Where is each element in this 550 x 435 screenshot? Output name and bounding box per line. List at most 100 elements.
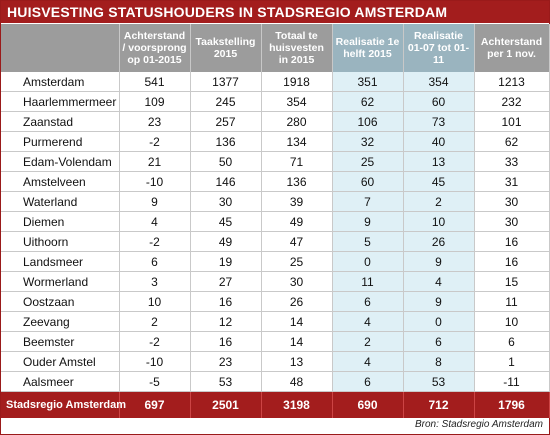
municipality-name: Aalsmeer bbox=[1, 371, 120, 392]
table-cell: 27 bbox=[190, 271, 262, 292]
municipality-name: Amstelveen bbox=[1, 171, 120, 192]
table-cell: 45 bbox=[403, 171, 475, 192]
table-cell: -10 bbox=[119, 351, 191, 372]
table-cell: 40 bbox=[403, 131, 475, 152]
table-cell: 6 bbox=[119, 251, 191, 272]
municipality-name: Landsmeer bbox=[1, 251, 120, 272]
table-cell: 71 bbox=[261, 151, 333, 172]
municipality-name: Beemster bbox=[1, 331, 120, 352]
table-cell: 73 bbox=[403, 111, 475, 132]
municipality-name: Uithoorn bbox=[1, 231, 120, 252]
table-cell: -10 bbox=[119, 171, 191, 192]
table-cell: -2 bbox=[119, 331, 191, 352]
table-cell: 6 bbox=[332, 291, 404, 312]
table-cell: 60 bbox=[332, 171, 404, 192]
table-cell: 23 bbox=[190, 351, 262, 372]
municipality-name: Amsterdam bbox=[1, 72, 120, 92]
table-cell: 101 bbox=[474, 111, 550, 132]
table-cell: 10 bbox=[119, 291, 191, 312]
table-cell: 8 bbox=[403, 351, 475, 372]
table-cell: 4 bbox=[119, 211, 191, 232]
table-cell: 6 bbox=[403, 331, 475, 352]
table-cell: 6 bbox=[474, 331, 550, 352]
total-cell: 1796 bbox=[474, 391, 550, 418]
municipality-name: Edam-Volendam bbox=[1, 151, 120, 172]
table-row: Uithoorn -2 49 47 5 26 16 bbox=[1, 231, 550, 252]
municipality-name: Ouder Amstel bbox=[1, 351, 120, 372]
table-cell: 257 bbox=[190, 111, 262, 132]
table-cell: 13 bbox=[261, 351, 333, 372]
header-achterstand-jan: Achterstand / voorsprong op 01-2015 bbox=[119, 24, 191, 72]
table-cell: 232 bbox=[474, 91, 550, 112]
table-cell: 26 bbox=[261, 291, 333, 312]
table-cell: 1213 bbox=[474, 72, 550, 92]
table-cell: 2 bbox=[332, 331, 404, 352]
total-cell: 2501 bbox=[190, 391, 262, 418]
table-body: Amsterdam 541 1377 1918 351 354 1213 Haarlemmer… bbox=[1, 72, 550, 392]
header-realisatie-jul-nov: Realisatie 01-07 tot 01-11 bbox=[403, 24, 475, 72]
table-cell: 146 bbox=[190, 171, 262, 192]
table-row: Oostzaan 10 16 26 6 9 11 bbox=[1, 291, 550, 312]
table-cell: 32 bbox=[332, 131, 404, 152]
table-row: Waterland 9 30 39 7 2 30 bbox=[1, 191, 550, 212]
municipality-name: Diemen bbox=[1, 211, 120, 232]
municipality-name: Haarlemmermeer bbox=[1, 91, 120, 112]
table-cell: 60 bbox=[403, 91, 475, 112]
table-cell: -11 bbox=[474, 371, 550, 392]
table-cell: 351 bbox=[332, 72, 404, 92]
table-cell: 33 bbox=[474, 151, 550, 172]
table-cell: 136 bbox=[190, 131, 262, 152]
table-cell: 25 bbox=[332, 151, 404, 172]
table-cell: 280 bbox=[261, 111, 333, 132]
table-cell: 62 bbox=[474, 131, 550, 152]
table-row: Aalsmeer -5 53 48 6 53 -11 bbox=[1, 371, 550, 392]
table-cell: 106 bbox=[332, 111, 404, 132]
header-realisatie-1e-helft: Realisatie 1e helft 2015 bbox=[332, 24, 404, 72]
table-cell: 10 bbox=[474, 311, 550, 332]
table-cell: 11 bbox=[332, 271, 404, 292]
table-row: Diemen 4 45 49 9 10 30 bbox=[1, 211, 550, 232]
table-cell: 11 bbox=[474, 291, 550, 312]
table-cell: 109 bbox=[119, 91, 191, 112]
table-cell: 47 bbox=[261, 231, 333, 252]
municipality-name: Purmerend bbox=[1, 131, 120, 152]
total-cell: 697 bbox=[119, 391, 191, 418]
table-row: Purmerend -2 136 134 32 40 62 bbox=[1, 131, 550, 152]
table-cell: 26 bbox=[403, 231, 475, 252]
table-cell: 30 bbox=[474, 191, 550, 212]
table-cell: 2 bbox=[119, 311, 191, 332]
table-cell: 30 bbox=[190, 191, 262, 212]
table-row: Beemster -2 16 14 2 6 6 bbox=[1, 331, 550, 352]
table-cell: 0 bbox=[403, 311, 475, 332]
table-cell: 4 bbox=[332, 311, 404, 332]
table-cell: 9 bbox=[403, 291, 475, 312]
table-cell: 354 bbox=[403, 72, 475, 92]
table-cell: 4 bbox=[403, 271, 475, 292]
table-row: Landsmeer 6 19 25 0 9 16 bbox=[1, 251, 550, 272]
table-cell: 1918 bbox=[261, 72, 333, 92]
municipality-name: Zaanstad bbox=[1, 111, 120, 132]
table-cell: -2 bbox=[119, 131, 191, 152]
total-cell: 3198 bbox=[261, 391, 333, 418]
table-cell: 354 bbox=[261, 91, 333, 112]
table-row: Amstelveen -10 146 136 60 45 31 bbox=[1, 171, 550, 192]
table-cell: 0 bbox=[332, 251, 404, 272]
table-cell: 49 bbox=[261, 211, 333, 232]
table-cell: -2 bbox=[119, 231, 191, 252]
table-cell: 15 bbox=[474, 271, 550, 292]
table-cell: 39 bbox=[261, 191, 333, 212]
municipality-name: Waterland bbox=[1, 191, 120, 212]
table-cell: 9 bbox=[119, 191, 191, 212]
table-cell: 2 bbox=[403, 191, 475, 212]
table-cell: 23 bbox=[119, 111, 191, 132]
table-cell: 30 bbox=[474, 211, 550, 232]
total-label: Stadsregio Amsterdam bbox=[1, 391, 126, 418]
table-cell: 5 bbox=[332, 231, 404, 252]
table-cell: 541 bbox=[119, 72, 191, 92]
table-cell: 31 bbox=[474, 171, 550, 192]
municipality-name: Wormerland bbox=[1, 271, 120, 292]
table-cell: 7 bbox=[332, 191, 404, 212]
header-blank bbox=[1, 24, 120, 72]
header-taakstelling: Taakstelling 2015 bbox=[190, 24, 262, 72]
